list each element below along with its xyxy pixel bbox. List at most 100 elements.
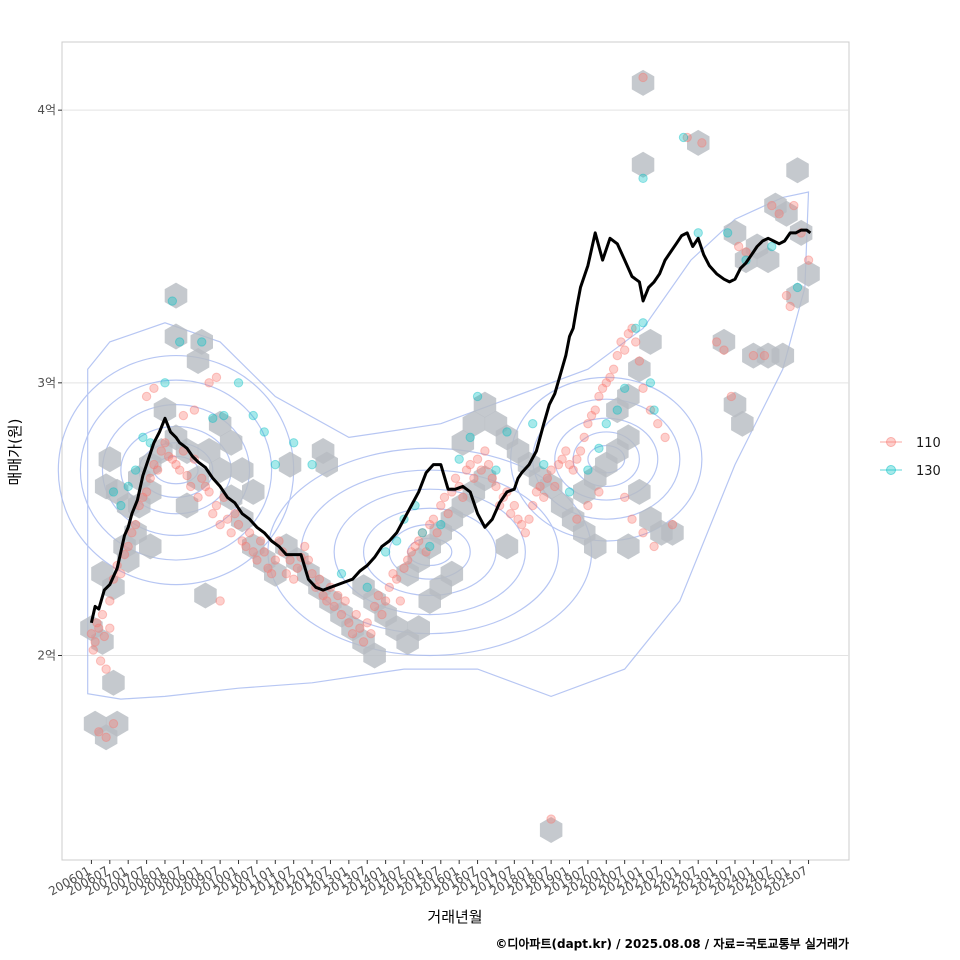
hexbin — [105, 710, 129, 737]
data-point — [391, 574, 402, 584]
data-point — [469, 473, 479, 483]
data-point — [215, 519, 225, 530]
data-point — [270, 459, 280, 470]
data-point — [638, 173, 648, 184]
data-point — [167, 454, 178, 464]
data-point — [660, 432, 670, 443]
data-point — [417, 528, 428, 538]
data-point — [436, 519, 446, 530]
hexbin — [723, 391, 747, 418]
hexbin — [91, 628, 114, 655]
plot-panel — [57, 41, 850, 861]
data-point — [450, 473, 461, 483]
data-point — [781, 290, 792, 301]
hexbin — [687, 129, 710, 156]
data-point — [355, 623, 365, 633]
data-point — [336, 609, 347, 620]
hexbin — [197, 438, 221, 464]
data-point — [380, 547, 391, 557]
hexbin — [451, 429, 475, 456]
hexbin — [363, 642, 386, 669]
data-point — [189, 405, 200, 415]
data-point — [425, 519, 435, 530]
data-point — [160, 438, 170, 448]
data-point — [472, 454, 483, 464]
data-point — [785, 301, 795, 312]
data-point — [197, 473, 207, 483]
data-point — [439, 492, 450, 503]
data-point — [384, 582, 395, 593]
hexbin — [153, 397, 177, 424]
data-point — [553, 459, 564, 470]
data-point — [627, 323, 637, 333]
data-point — [733, 241, 744, 252]
hexbin — [186, 348, 210, 374]
hexbin — [208, 410, 232, 437]
trend-line — [89, 228, 812, 624]
data-point — [171, 459, 181, 470]
data-point — [697, 138, 707, 148]
hexbin — [786, 157, 809, 184]
data-point — [542, 473, 553, 483]
data-point — [123, 541, 133, 552]
hexbin — [628, 478, 651, 505]
data-point — [322, 596, 332, 606]
hexbin — [789, 219, 813, 246]
data-point — [108, 718, 119, 729]
hexbin — [639, 328, 662, 355]
hexbin — [102, 574, 125, 601]
data-point — [252, 555, 262, 565]
data-point — [108, 487, 119, 497]
data-point — [347, 628, 358, 639]
data-point — [222, 514, 233, 524]
data-point — [314, 574, 325, 584]
data-point — [263, 563, 273, 573]
hexbin — [278, 451, 302, 478]
data-point — [358, 637, 369, 647]
data-point — [152, 465, 163, 475]
data-point — [443, 509, 453, 519]
data-point — [561, 446, 571, 456]
data-point — [605, 372, 615, 383]
data-point — [145, 473, 155, 483]
data-point — [568, 465, 578, 475]
hexbin — [786, 282, 809, 309]
data-point — [594, 487, 604, 497]
data-point — [509, 500, 520, 511]
data-point — [417, 528, 428, 538]
data-point — [583, 419, 593, 429]
data-point — [99, 631, 109, 642]
data-point — [197, 337, 207, 347]
density-contour — [388, 524, 471, 580]
data-point — [583, 500, 593, 511]
data-point — [248, 410, 258, 421]
data-point — [366, 628, 376, 639]
data-point — [226, 528, 236, 538]
hexbin — [219, 429, 243, 456]
hexbin — [775, 200, 798, 227]
data-point — [516, 519, 527, 530]
data-point — [233, 378, 244, 388]
data-point — [336, 569, 347, 579]
data-point — [428, 514, 439, 524]
data-point — [219, 410, 229, 421]
y-axis: 2억 3억 4억 — [37, 103, 62, 663]
data-point — [583, 465, 593, 475]
data-point — [531, 487, 542, 497]
hexbin — [264, 560, 287, 587]
density-contour — [333, 488, 526, 616]
hexbin — [311, 438, 335, 464]
data-point — [399, 563, 409, 573]
data-point — [594, 391, 604, 402]
data-point — [711, 337, 722, 347]
data-point — [557, 454, 567, 464]
data-point — [678, 132, 689, 143]
data-point — [237, 536, 247, 546]
legend-label: 110 — [916, 436, 941, 451]
data-point — [300, 541, 310, 552]
data-point — [86, 628, 97, 639]
data-point — [619, 383, 630, 393]
data-point — [572, 454, 582, 464]
data-point — [803, 255, 814, 265]
